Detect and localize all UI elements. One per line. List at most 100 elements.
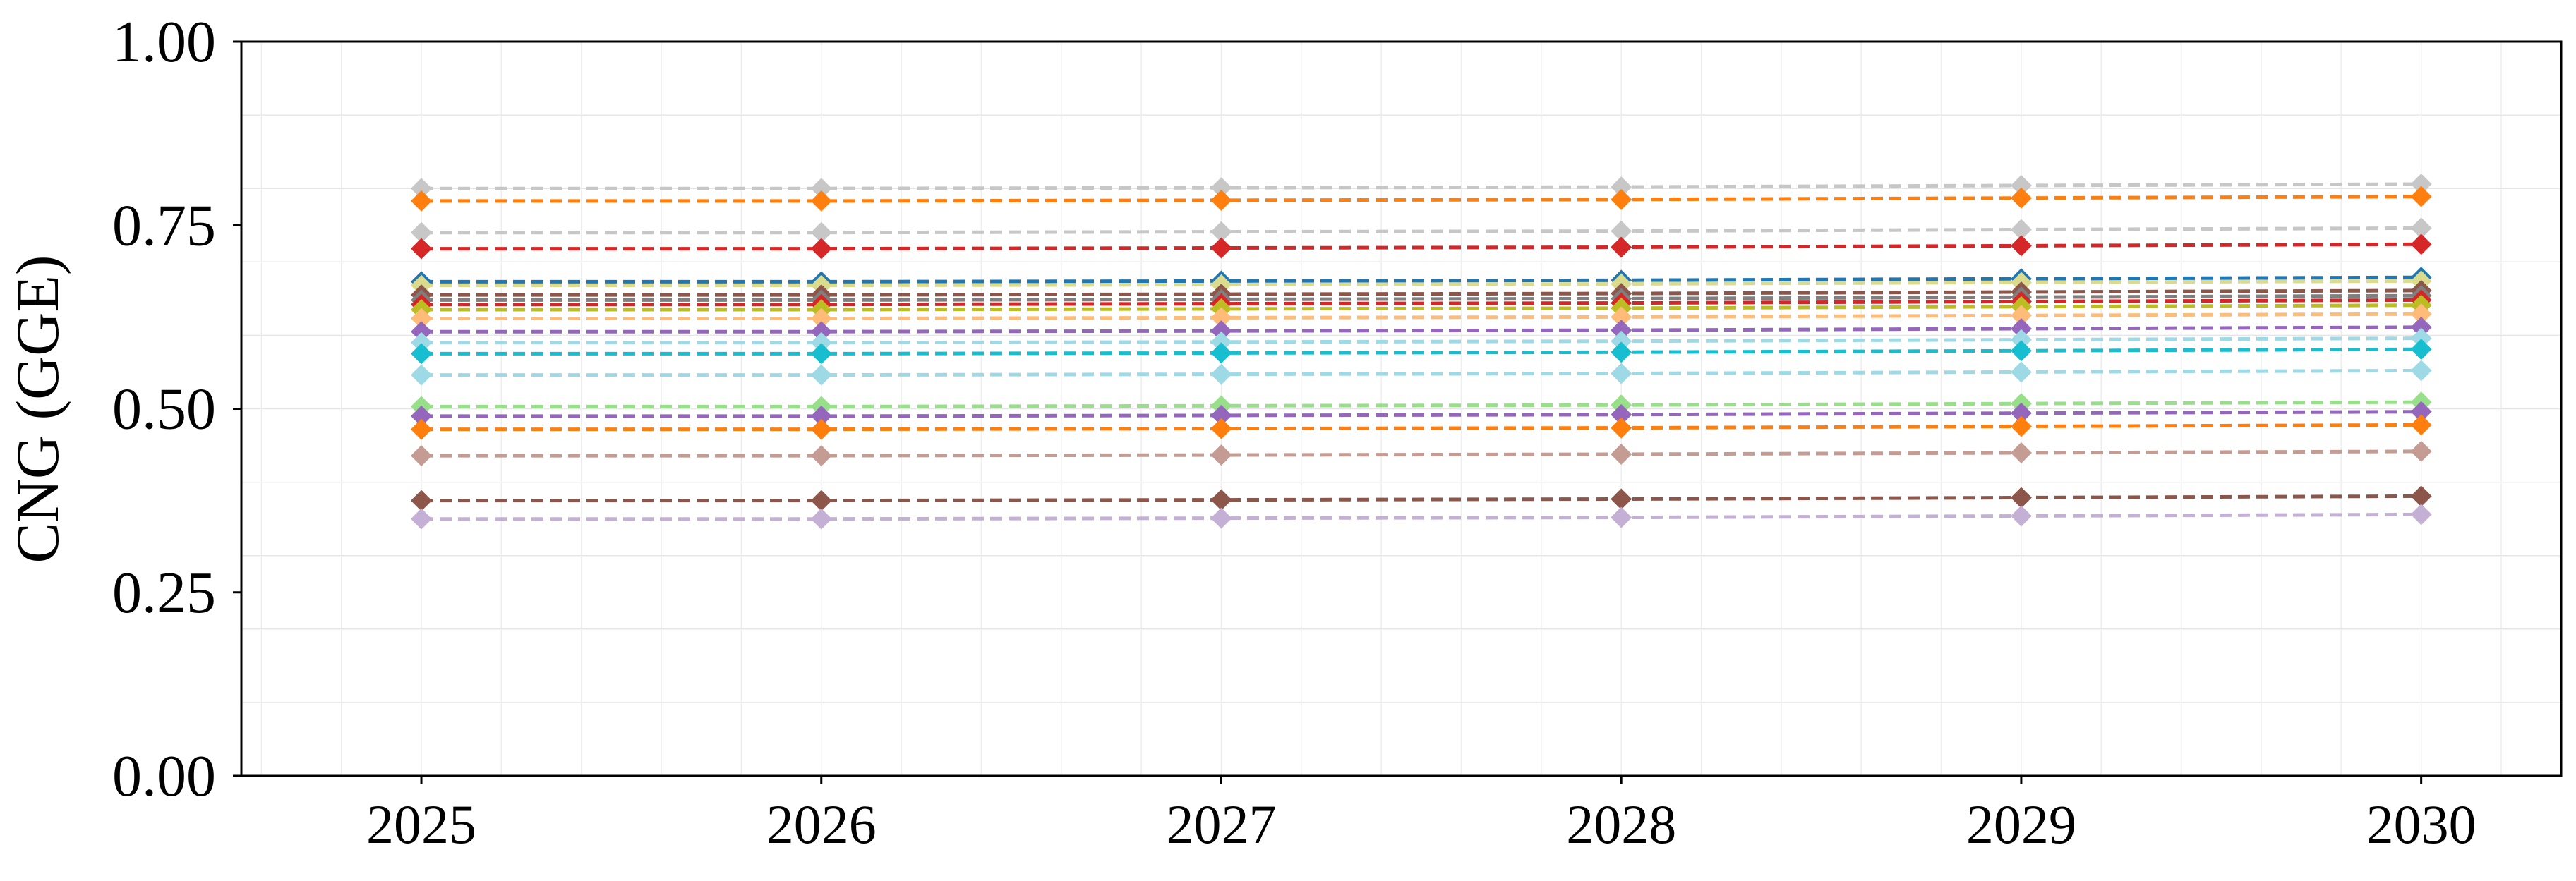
series-line — [421, 400, 2421, 408]
data-point — [2410, 186, 2432, 207]
data-point — [810, 490, 832, 511]
data-point — [810, 238, 832, 260]
data-point — [1210, 363, 1232, 385]
data-point — [2410, 485, 2432, 507]
data-point — [2410, 360, 2432, 382]
data-point — [2010, 305, 2032, 327]
data-point — [2010, 340, 2032, 362]
data-point — [1210, 331, 1232, 353]
series-4 — [411, 233, 2432, 260]
data-point — [1210, 320, 1232, 342]
data-point — [411, 405, 433, 427]
x-tick-label: 2025 — [366, 794, 476, 855]
data-point — [411, 221, 433, 243]
data-point — [1611, 306, 1632, 328]
data-point — [1611, 444, 1632, 466]
series-line — [421, 347, 2421, 356]
y-tick-label: 1.00 — [112, 9, 216, 75]
series-15 — [411, 360, 2432, 386]
data-point — [1611, 341, 1632, 363]
data-point — [1210, 221, 1232, 243]
data-point — [1611, 417, 1632, 439]
data-point — [2010, 442, 2032, 463]
series-line — [421, 293, 2421, 302]
series-2 — [411, 186, 2432, 212]
series-line — [421, 275, 2421, 284]
series-21 — [411, 504, 2432, 530]
series-line — [421, 242, 2421, 251]
data-point — [2010, 487, 2032, 509]
data-point — [1210, 507, 1232, 529]
data-point — [411, 343, 433, 365]
series-layer — [411, 173, 2432, 530]
series-line — [421, 410, 2421, 418]
series-line — [421, 298, 2421, 307]
data-point — [411, 490, 433, 511]
data-point — [1611, 176, 1632, 198]
data-point — [2410, 327, 2432, 349]
series-line — [421, 368, 2421, 377]
data-point — [411, 190, 433, 212]
data-point — [810, 364, 832, 386]
data-point — [2010, 329, 2032, 351]
data-point — [2010, 505, 2032, 527]
series-3 — [411, 217, 2432, 243]
data-point — [2010, 415, 2032, 437]
series-line — [421, 512, 2421, 521]
data-point — [1210, 237, 1232, 259]
data-point — [1210, 307, 1232, 329]
x-tick-label: 2029 — [1966, 794, 2076, 855]
data-point — [2410, 173, 2432, 195]
data-point — [2410, 440, 2432, 462]
data-point — [2410, 316, 2432, 338]
data-point — [2410, 233, 2432, 255]
data-point — [411, 238, 433, 260]
y-tick-label: 0.25 — [112, 560, 216, 626]
data-point — [810, 332, 832, 353]
data-point — [2410, 339, 2432, 360]
series-12 — [411, 316, 2432, 343]
series-18 — [411, 414, 2432, 440]
series-14 — [411, 339, 2432, 365]
data-point — [1210, 418, 1232, 439]
data-point — [1611, 236, 1632, 258]
data-point — [411, 418, 433, 440]
series-19 — [411, 440, 2432, 467]
series-13 — [411, 327, 2432, 353]
series-20 — [411, 485, 2432, 511]
series-line — [421, 195, 2421, 203]
data-point — [1611, 403, 1632, 425]
grid — [241, 41, 2561, 776]
data-point — [1611, 320, 1632, 341]
data-point — [2010, 219, 2032, 241]
y-axis: 0.00 0.25 0.50 0.75 1.00 — [112, 9, 241, 809]
series-line — [421, 303, 2421, 312]
data-point — [1611, 506, 1632, 528]
y-tick-label: 0.00 — [112, 743, 216, 809]
data-point — [810, 405, 832, 427]
x-tick-label: 2030 — [2366, 794, 2476, 855]
data-point — [1210, 404, 1232, 426]
data-point — [810, 221, 832, 243]
data-point — [810, 190, 832, 212]
x-axis: 2025 2026 2027 2028 2029 2030 — [366, 776, 2476, 855]
data-point — [411, 364, 433, 386]
data-point — [411, 332, 433, 353]
series-line — [421, 449, 2421, 458]
y-tick-label: 0.50 — [112, 377, 216, 442]
series-1 — [411, 173, 2432, 200]
series-line — [421, 494, 2421, 503]
data-point — [810, 321, 832, 343]
data-point — [2410, 303, 2432, 325]
data-point — [1210, 444, 1232, 466]
data-point — [2410, 401, 2432, 423]
series-line — [421, 279, 2421, 288]
data-point — [1611, 330, 1632, 352]
data-point — [1611, 488, 1632, 510]
data-point — [810, 178, 832, 200]
data-point — [1611, 363, 1632, 384]
x-tick-label: 2028 — [1566, 794, 1676, 855]
data-point — [411, 508, 433, 530]
